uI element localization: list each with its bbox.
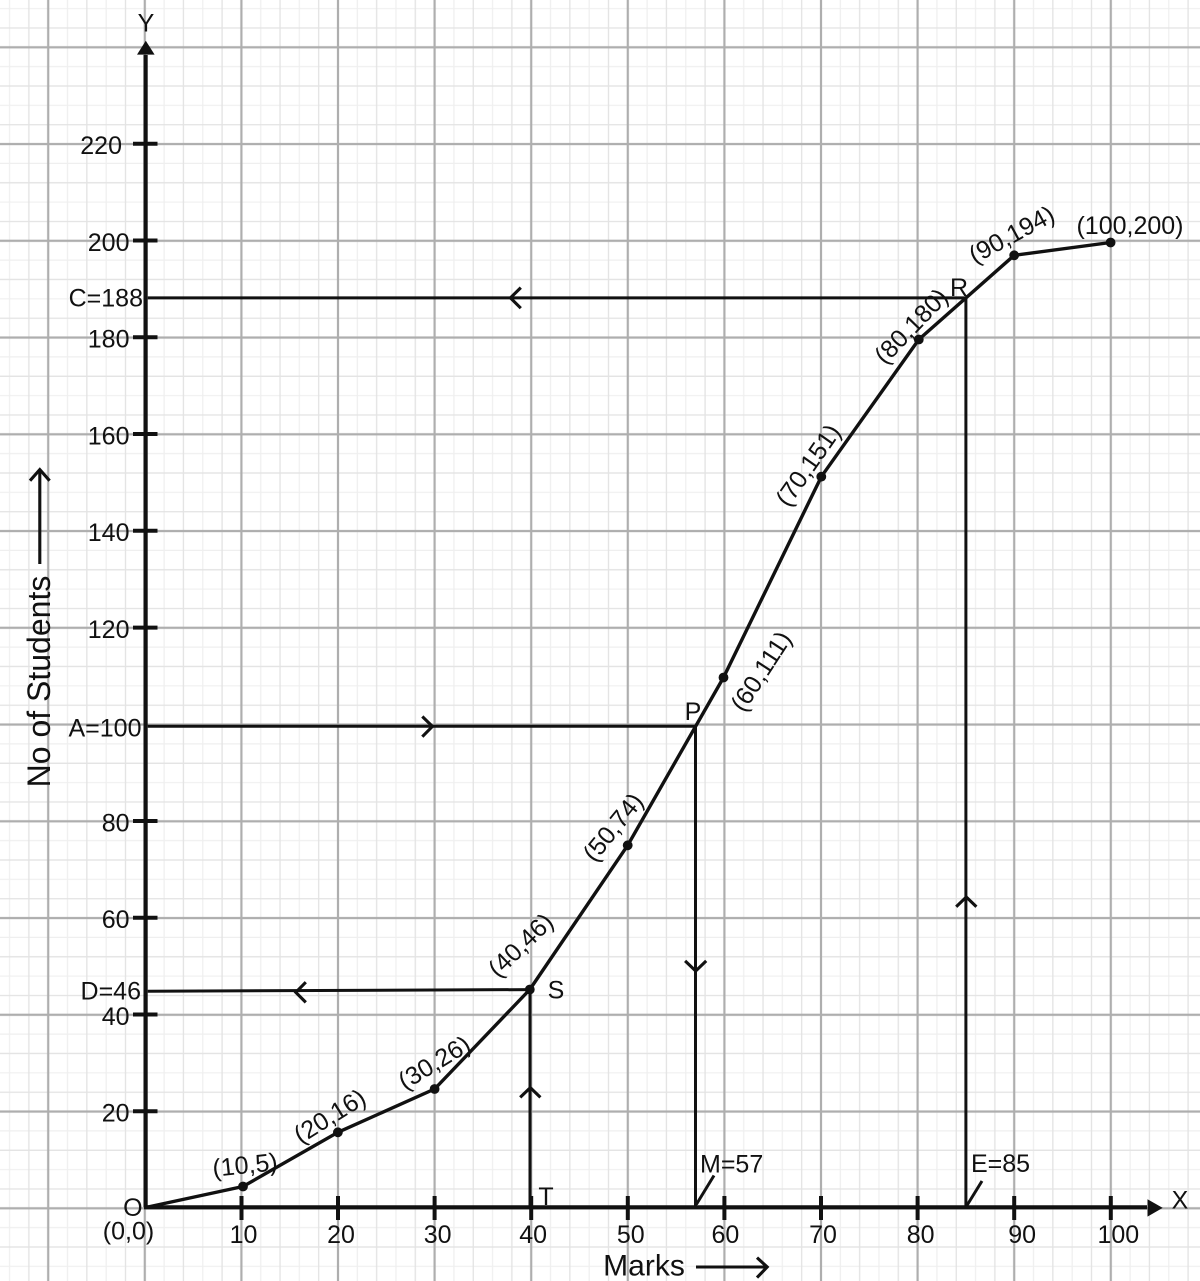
svg-text:(0,0): (0,0) xyxy=(103,1218,154,1246)
svg-text:No of Students: No of Students xyxy=(21,576,57,788)
svg-text:20: 20 xyxy=(102,1100,130,1128)
svg-text:40: 40 xyxy=(102,1003,130,1031)
svg-text:90: 90 xyxy=(1008,1221,1036,1249)
svg-text:A=100: A=100 xyxy=(69,714,142,742)
svg-text:T: T xyxy=(538,1183,553,1211)
svg-text:R: R xyxy=(950,274,968,302)
svg-text:Y: Y xyxy=(138,9,155,37)
svg-text:80: 80 xyxy=(907,1221,935,1249)
svg-text:180: 180 xyxy=(88,326,130,354)
svg-text:140: 140 xyxy=(88,519,130,547)
svg-text:D=46: D=46 xyxy=(81,978,141,1006)
svg-text:60: 60 xyxy=(711,1221,739,1249)
svg-text:30: 30 xyxy=(424,1221,452,1249)
svg-text:Marks: Marks xyxy=(603,1250,685,1281)
svg-text:220: 220 xyxy=(80,132,122,160)
svg-text:P: P xyxy=(685,698,702,726)
svg-text:200: 200 xyxy=(88,229,130,257)
svg-text:100: 100 xyxy=(1097,1221,1139,1249)
svg-text:160: 160 xyxy=(88,422,130,450)
svg-text:20: 20 xyxy=(327,1221,355,1249)
svg-text:70: 70 xyxy=(809,1221,837,1249)
svg-text:120: 120 xyxy=(88,616,130,644)
svg-text:(10,5): (10,5) xyxy=(211,1148,279,1183)
svg-text:40: 40 xyxy=(519,1221,547,1249)
svg-text:S: S xyxy=(548,977,565,1005)
svg-text:60: 60 xyxy=(102,906,130,934)
svg-text:80: 80 xyxy=(102,809,130,837)
svg-text:10: 10 xyxy=(230,1221,258,1249)
svg-text:(100,200): (100,200) xyxy=(1076,212,1183,240)
svg-text:M=57: M=57 xyxy=(700,1151,763,1179)
svg-text:50: 50 xyxy=(617,1221,645,1249)
svg-text:O: O xyxy=(123,1194,142,1222)
svg-text:C=188: C=188 xyxy=(69,285,143,313)
svg-text:E=85: E=85 xyxy=(971,1150,1030,1178)
svg-text:X: X xyxy=(1172,1187,1189,1215)
